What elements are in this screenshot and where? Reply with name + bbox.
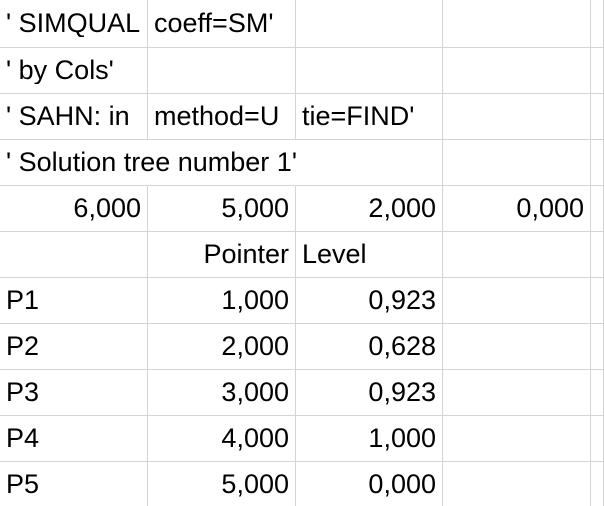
cell-b5[interactable]: 5,000	[148, 186, 296, 232]
cell-c7[interactable]: 0,923	[296, 278, 443, 324]
cell-c2[interactable]	[296, 48, 443, 94]
cell-b10-text: 4,000	[221, 423, 289, 453]
cell-d4[interactable]	[443, 140, 591, 186]
cell-c11[interactable]: 0,000	[296, 462, 443, 506]
cell-a10[interactable]: P4	[0, 416, 148, 462]
cell-c10-text: 1,000	[368, 423, 436, 453]
cell-b8[interactable]: 2,000	[148, 324, 296, 370]
cell-d7[interactable]	[443, 278, 591, 324]
cell-e9[interactable]	[591, 370, 604, 416]
cell-b3-text: method=U	[154, 103, 280, 130]
cell-a3-text: ' SAHN: in	[6, 103, 130, 130]
cell-a9[interactable]: P3	[0, 370, 148, 416]
cell-c3[interactable]: tie=FIND'	[296, 94, 443, 140]
cell-e10[interactable]	[591, 416, 604, 462]
cell-e4[interactable]	[591, 140, 604, 186]
cell-d8[interactable]	[443, 324, 591, 370]
cell-e1[interactable]	[591, 0, 604, 48]
cell-a5[interactable]: 6,000	[0, 186, 148, 232]
cell-a7-text: P1	[6, 285, 40, 315]
cell-a6[interactable]	[0, 232, 148, 278]
cell-a1[interactable]: ' SIMQUAL	[0, 0, 148, 48]
cell-b6-text: Pointer	[203, 239, 289, 269]
cell-a7[interactable]: P1	[0, 278, 148, 324]
cell-b4[interactable]	[148, 140, 296, 186]
cell-c10[interactable]: 1,000	[296, 416, 443, 462]
cell-a5-text: 6,000	[73, 193, 141, 223]
cell-d6[interactable]	[443, 232, 591, 278]
cell-e3[interactable]	[591, 94, 604, 140]
cell-d1[interactable]	[443, 0, 591, 48]
cell-c8-text: 0,628	[368, 331, 436, 361]
cell-b2[interactable]	[148, 48, 296, 94]
cell-c5[interactable]: 2,000	[296, 186, 443, 232]
cell-b5-text: 5,000	[221, 193, 289, 223]
cell-e6[interactable]	[591, 232, 604, 278]
cell-d3[interactable]	[443, 94, 591, 140]
cell-c4[interactable]	[296, 140, 443, 186]
cell-a3[interactable]: ' SAHN: in	[0, 94, 148, 140]
cell-a8[interactable]: P2	[0, 324, 148, 370]
cell-b11[interactable]: 5,000	[148, 462, 296, 506]
cell-e2[interactable]	[591, 48, 604, 94]
cell-b8-text: 2,000	[221, 331, 289, 361]
cell-b7-text: 1,000	[221, 285, 289, 315]
cell-c7-text: 0,923	[368, 285, 436, 315]
cell-e5[interactable]	[591, 186, 604, 232]
cell-b10[interactable]: 4,000	[148, 416, 296, 462]
cell-c6-text: Level	[302, 239, 367, 269]
cell-b11-text: 5,000	[221, 469, 289, 499]
cell-c11-text: 0,000	[368, 469, 436, 499]
cell-d9[interactable]	[443, 370, 591, 416]
cell-e8[interactable]	[591, 324, 604, 370]
cell-a10-text: P4	[6, 423, 40, 453]
cell-d5[interactable]: 0,000	[443, 186, 591, 232]
cell-d10[interactable]	[443, 416, 591, 462]
cell-a4-text: ' Solution tree number 1'	[6, 147, 297, 177]
cell-b7[interactable]: 1,000	[148, 278, 296, 324]
cell-a2-text: ' by Cols'	[6, 57, 114, 84]
cell-e11[interactable]	[591, 462, 604, 506]
cell-b9-text: 3,000	[221, 377, 289, 407]
cell-a11[interactable]: P5	[0, 462, 148, 506]
cell-d5-text: 0,000	[516, 193, 584, 223]
cell-c5-text: 2,000	[368, 193, 436, 223]
cell-d2[interactable]	[443, 48, 591, 94]
cell-a8-text: P2	[6, 331, 40, 361]
cell-b6[interactable]: Pointer	[148, 232, 296, 278]
cell-c3-text: tie=FIND'	[302, 103, 415, 130]
cell-a9-text: P3	[6, 377, 40, 407]
cell-c9[interactable]: 0,923	[296, 370, 443, 416]
cell-c6[interactable]: Level	[296, 232, 443, 278]
cell-c8[interactable]: 0,628	[296, 324, 443, 370]
cell-b9[interactable]: 3,000	[148, 370, 296, 416]
cell-a4[interactable]: ' Solution tree number 1'	[0, 140, 297, 186]
cell-a11-text: P5	[6, 469, 40, 499]
cell-b3[interactable]: method=U	[148, 94, 296, 140]
cell-a2[interactable]: ' by Cols'	[0, 48, 148, 94]
cell-c9-text: 0,923	[368, 377, 436, 407]
cell-b1-text: coeff=SM'	[154, 10, 274, 37]
cell-b1[interactable]: coeff=SM'	[148, 0, 296, 48]
cell-c1[interactable]	[296, 0, 443, 48]
cell-e7[interactable]	[591, 278, 604, 324]
cell-d11[interactable]	[443, 462, 591, 506]
cell-a1-text: ' SIMQUAL	[6, 10, 141, 37]
